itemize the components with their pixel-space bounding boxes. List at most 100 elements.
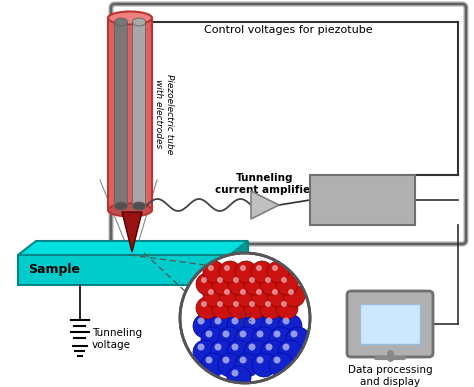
Bar — [115, 22, 128, 206]
Circle shape — [256, 330, 264, 337]
Circle shape — [228, 273, 250, 295]
Circle shape — [231, 370, 238, 377]
Circle shape — [278, 314, 302, 338]
Circle shape — [281, 301, 287, 307]
Circle shape — [256, 265, 262, 271]
Circle shape — [260, 297, 282, 319]
Ellipse shape — [133, 202, 146, 210]
Text: Distance control
and scanning unit: Distance control and scanning unit — [310, 189, 415, 211]
Circle shape — [210, 314, 234, 338]
Circle shape — [227, 314, 251, 338]
Bar — [108, 18, 152, 210]
Circle shape — [233, 301, 239, 307]
Circle shape — [239, 330, 246, 337]
Circle shape — [208, 289, 214, 295]
Circle shape — [281, 277, 287, 283]
Circle shape — [283, 317, 290, 325]
Circle shape — [261, 314, 285, 338]
Ellipse shape — [115, 202, 128, 210]
Circle shape — [283, 285, 305, 307]
Circle shape — [273, 356, 281, 363]
Circle shape — [203, 285, 225, 307]
Circle shape — [206, 356, 212, 363]
Circle shape — [219, 261, 241, 283]
Circle shape — [212, 273, 234, 295]
Circle shape — [215, 317, 221, 325]
Circle shape — [288, 289, 294, 295]
Circle shape — [222, 356, 229, 363]
Circle shape — [198, 344, 204, 351]
Bar — [360, 304, 420, 344]
Circle shape — [231, 344, 238, 351]
Circle shape — [251, 285, 273, 307]
Circle shape — [256, 356, 264, 363]
Text: Piezoelectric tube
with electrodes: Piezoelectric tube with electrodes — [155, 74, 173, 154]
Circle shape — [215, 344, 221, 351]
Circle shape — [278, 340, 302, 364]
Circle shape — [249, 277, 255, 283]
Circle shape — [201, 327, 225, 351]
Circle shape — [244, 340, 268, 364]
Circle shape — [244, 314, 268, 338]
Ellipse shape — [108, 204, 152, 216]
Circle shape — [256, 289, 262, 295]
Circle shape — [244, 297, 266, 319]
Circle shape — [219, 285, 241, 307]
Text: Tunneling
voltage: Tunneling voltage — [92, 328, 142, 349]
Circle shape — [203, 261, 225, 283]
Circle shape — [196, 273, 218, 295]
Circle shape — [201, 277, 207, 283]
Circle shape — [218, 353, 242, 377]
Bar — [310, 175, 415, 225]
Ellipse shape — [115, 18, 128, 26]
Ellipse shape — [133, 18, 146, 26]
Circle shape — [239, 356, 246, 363]
Circle shape — [276, 273, 298, 295]
Polygon shape — [251, 191, 279, 219]
Circle shape — [272, 289, 278, 295]
Circle shape — [252, 353, 276, 377]
Circle shape — [265, 344, 273, 351]
Circle shape — [235, 261, 257, 283]
Circle shape — [283, 344, 290, 351]
Circle shape — [196, 297, 218, 319]
Circle shape — [240, 289, 246, 295]
Circle shape — [269, 327, 293, 351]
Circle shape — [206, 330, 212, 337]
Circle shape — [269, 353, 293, 377]
Circle shape — [248, 317, 255, 325]
Circle shape — [201, 301, 207, 307]
Polygon shape — [18, 241, 248, 255]
Circle shape — [276, 297, 298, 319]
Circle shape — [208, 265, 214, 271]
Circle shape — [193, 340, 217, 364]
Circle shape — [286, 327, 310, 351]
Text: Tunneling
current amplifier: Tunneling current amplifier — [215, 173, 315, 195]
Bar — [133, 22, 146, 206]
Circle shape — [272, 265, 278, 271]
Circle shape — [244, 273, 266, 295]
FancyBboxPatch shape — [347, 291, 433, 357]
Circle shape — [224, 265, 230, 271]
Circle shape — [235, 327, 259, 351]
Polygon shape — [18, 255, 230, 285]
Circle shape — [267, 285, 289, 307]
Circle shape — [261, 340, 285, 364]
Circle shape — [265, 277, 271, 283]
Circle shape — [231, 317, 238, 325]
Text: Tip: Tip — [101, 259, 118, 269]
Circle shape — [180, 253, 310, 383]
Circle shape — [248, 344, 255, 351]
Circle shape — [201, 353, 225, 377]
Text: Sample: Sample — [28, 264, 80, 276]
Circle shape — [291, 330, 298, 337]
Circle shape — [260, 273, 282, 295]
Circle shape — [218, 327, 242, 351]
Circle shape — [267, 261, 289, 283]
Circle shape — [249, 301, 255, 307]
Text: Control voltages for piezotube: Control voltages for piezotube — [204, 25, 373, 35]
Circle shape — [217, 301, 223, 307]
Polygon shape — [122, 212, 142, 252]
Circle shape — [198, 317, 204, 325]
Circle shape — [265, 301, 271, 307]
